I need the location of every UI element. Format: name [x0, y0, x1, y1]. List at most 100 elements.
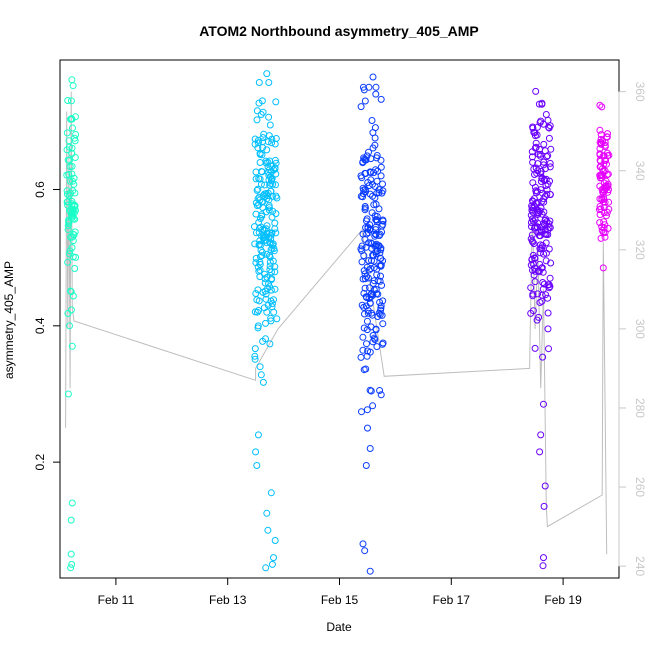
data-point: [261, 287, 269, 295]
data-point: [263, 70, 271, 78]
data-point: [369, 338, 377, 346]
y2-tick-label: 320: [633, 240, 647, 260]
data-point: [266, 340, 274, 348]
data-point: [253, 202, 261, 210]
data-point: [363, 273, 371, 281]
data-point: [67, 288, 75, 296]
data-point: [268, 213, 276, 221]
data-point: [254, 185, 262, 193]
data-point: [65, 137, 73, 145]
data-point: [374, 313, 382, 320]
data-point: [272, 192, 280, 200]
data-point: [531, 267, 539, 275]
points-layer: [63, 70, 613, 575]
data-point: [533, 131, 541, 139]
data-point: [258, 97, 266, 105]
data-point: [252, 259, 260, 267]
data-point: [373, 343, 381, 351]
secondary-line-layer: [65, 91, 608, 555]
data-point: [359, 275, 367, 283]
data-point: [251, 345, 259, 353]
data-point: [369, 180, 376, 188]
data-point: [533, 206, 541, 214]
data-point: [268, 560, 276, 568]
data-point: [65, 250, 73, 258]
data-point: [596, 174, 604, 182]
data-point: [543, 186, 551, 194]
data-point: [357, 172, 365, 180]
data-point: [375, 232, 383, 239]
data-point: [261, 181, 269, 189]
data-point: [377, 302, 385, 310]
data-point: [528, 148, 536, 156]
data-point: [257, 111, 265, 118]
data-point: [256, 363, 264, 371]
data-point: [372, 216, 380, 224]
data-point: [362, 293, 370, 301]
data-point: [601, 156, 609, 164]
data-point: [253, 462, 261, 469]
data-point: [535, 268, 543, 276]
data-point: [68, 233, 76, 241]
data-point: [263, 509, 271, 517]
data-point: [65, 218, 73, 225]
data-point: [530, 271, 538, 279]
data-point: [370, 257, 378, 265]
data-point: [371, 194, 379, 202]
data-point: [527, 211, 535, 219]
data-point: [256, 224, 263, 232]
data-point: [538, 197, 546, 205]
data-point: [539, 562, 547, 570]
data-point: [541, 221, 549, 229]
data-point: [68, 149, 76, 157]
data-point: [269, 207, 277, 215]
data-point: [64, 258, 72, 266]
data-point: [272, 98, 280, 106]
data-point: [258, 198, 266, 206]
data-point: [378, 222, 386, 230]
data-point: [251, 352, 259, 360]
axes-layer: Feb 11 Feb 13 Feb 15 Feb 17 Feb 19 0.2 0.4 0.6 2…: [33, 82, 647, 607]
data-point: [530, 165, 538, 173]
data-point: [367, 323, 375, 331]
data-point: [361, 97, 369, 105]
data-point: [255, 267, 263, 275]
data-point: [369, 129, 377, 137]
data-point: [71, 189, 79, 197]
data-point: [360, 186, 368, 194]
data-point: [263, 146, 271, 154]
data-point: [546, 274, 554, 282]
data-point: [267, 314, 275, 322]
data-point: [268, 177, 275, 185]
data-point: [369, 144, 377, 152]
data-point: [373, 240, 380, 248]
data-point: [540, 158, 548, 166]
data-point: [265, 113, 273, 121]
data-point: [255, 297, 263, 305]
data-point: [529, 238, 537, 246]
data-point: [369, 402, 377, 410]
data-point: [366, 445, 374, 452]
data-point: [546, 122, 554, 130]
data-point: [363, 152, 371, 160]
data-point: [268, 229, 276, 237]
series-3-points: [357, 73, 387, 575]
data-point: [66, 247, 74, 255]
data-point: [379, 180, 386, 188]
data-point: [254, 431, 262, 439]
data-point: [546, 283, 554, 291]
data-point: [604, 188, 612, 196]
data-point: [529, 307, 537, 315]
data-point: [539, 268, 547, 276]
data-point: [539, 279, 547, 286]
data-point: [376, 387, 384, 394]
data-point: [270, 296, 277, 304]
data-point: [273, 315, 281, 323]
data-point: [251, 240, 259, 248]
data-point: [71, 265, 79, 272]
data-point: [266, 266, 274, 274]
data-point: [601, 221, 609, 229]
y2-tick-label: 340: [633, 161, 647, 181]
data-point: [372, 200, 380, 208]
data-point: [67, 564, 75, 572]
